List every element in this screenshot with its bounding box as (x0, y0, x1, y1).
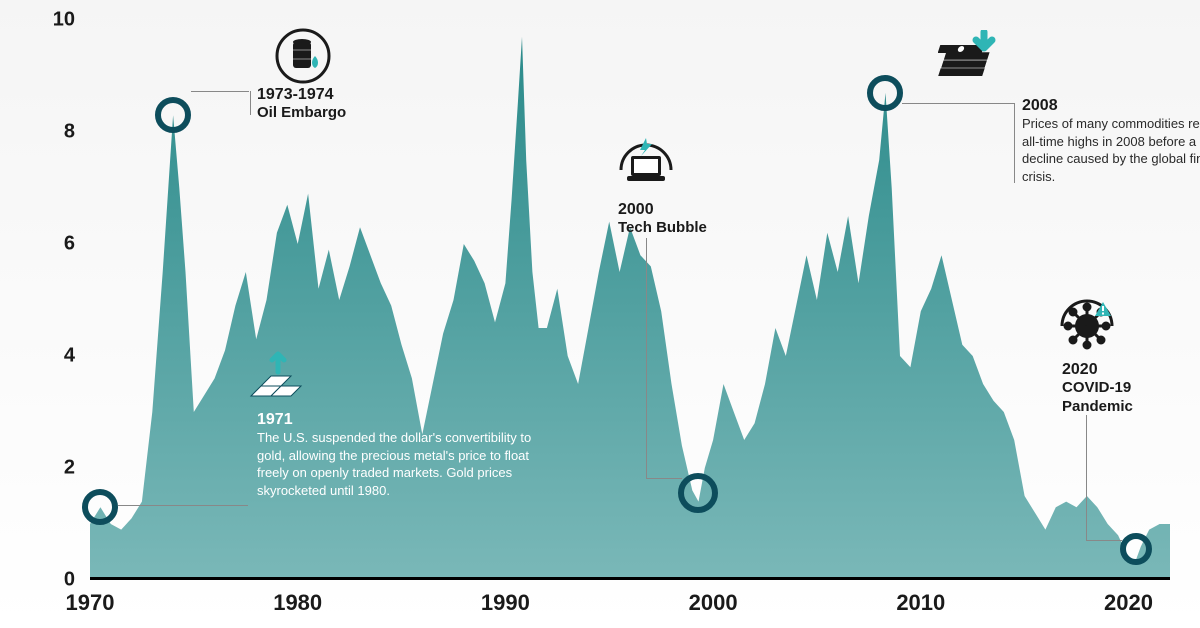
annotation-1971: 1971 The U.S. suspended the dollar's con… (257, 410, 557, 499)
x-tick-2010: 2010 (896, 590, 945, 616)
connector-2000 (646, 238, 647, 478)
x-tick-2000: 2000 (689, 590, 738, 616)
connector-2020 (1086, 415, 1087, 540)
annotation-2020-title: COVID-19 Pandemic (1062, 379, 1192, 417)
connector-2000b (646, 478, 682, 479)
x-tick-2020: 2020 (1104, 590, 1153, 616)
annotation-1973: 1973-1974 Oil Embargo (257, 85, 427, 123)
connector-2008 (902, 103, 1014, 104)
marker-2008 (867, 75, 903, 111)
gold-bars-icon (247, 348, 309, 411)
connector-1973 (191, 91, 249, 92)
annotation-2020: 2020 COVID-19 Pandemic (1062, 360, 1192, 417)
connector-1973b (250, 91, 251, 115)
x-tick-1980: 1980 (273, 590, 322, 616)
y-tick-8: 8 (64, 121, 75, 144)
annotation-2008: 2008 Prices of many commodities reached … (1022, 96, 1200, 185)
laptop-icon (615, 136, 677, 203)
y-tick-2: 2 (64, 457, 75, 480)
marker-2000 (678, 473, 718, 513)
y-tick-0: 0 (64, 569, 75, 592)
area-chart (90, 20, 1170, 580)
y-tick-4: 4 (64, 345, 75, 368)
connector-2008b (1014, 103, 1015, 183)
marker-1971 (82, 489, 118, 525)
marker-1973 (155, 97, 191, 133)
chart-container: 10 8 6 4 2 0 1970 1980 1990 2000 2010 20… (90, 20, 1170, 580)
marker-2020 (1120, 533, 1152, 565)
annotation-1971-desc: The U.S. suspended the dollar's converti… (257, 429, 557, 499)
x-tick-1970: 1970 (66, 590, 115, 616)
connector-2020b (1086, 540, 1122, 541)
annotation-1973-title: Oil Embargo (257, 104, 427, 123)
annotation-2008-desc: Prices of many commodities reached all-t… (1022, 115, 1200, 185)
connector-1971 (118, 505, 248, 506)
annotation-2000-year: 2000 (618, 200, 758, 219)
annotation-2000: 2000 Tech Bubble (618, 200, 758, 238)
annotation-2008-year: 2008 (1022, 96, 1200, 115)
virus-icon (1057, 294, 1117, 359)
oil-barrel-icon (275, 28, 331, 89)
y-tick-6: 6 (64, 233, 75, 256)
x-tick-1990: 1990 (481, 590, 530, 616)
annotation-1971-year: 1971 (257, 410, 557, 429)
annotation-2020-year: 2020 (1062, 360, 1192, 379)
money-stack-icon (938, 30, 1004, 97)
annotation-1973-year: 1973-1974 (257, 85, 427, 104)
y-tick-10: 10 (53, 9, 75, 32)
x-axis-baseline (90, 577, 1170, 580)
annotation-2000-title: Tech Bubble (618, 219, 758, 238)
